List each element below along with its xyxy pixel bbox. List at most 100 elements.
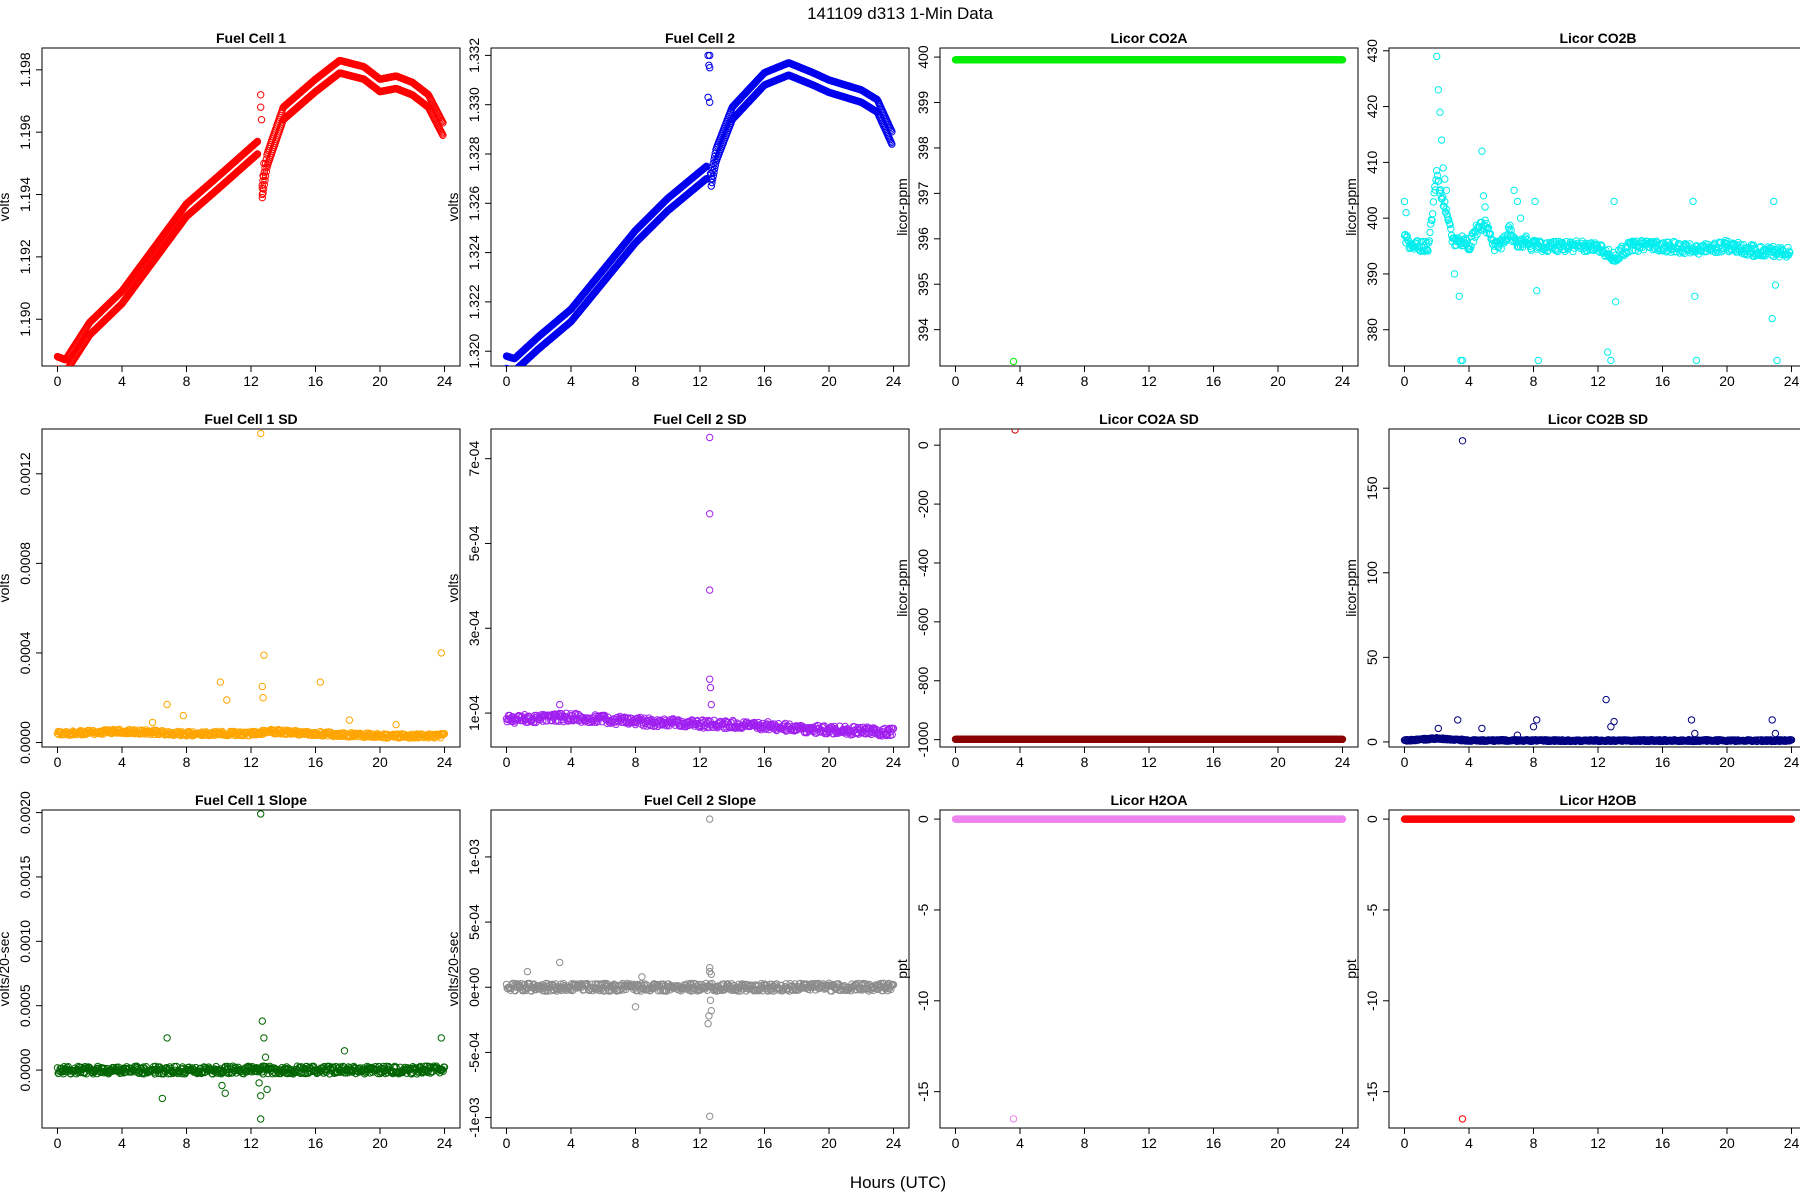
x-tick-label: 0 <box>952 373 960 389</box>
data-point <box>1433 52 1441 61</box>
x-tick-label: 24 <box>1784 373 1800 389</box>
data-point <box>1635 244 1644 252</box>
data-point <box>148 718 157 727</box>
data-point <box>1439 164 1447 172</box>
data-point <box>1531 197 1539 206</box>
x-tick-label: 24 <box>1335 373 1351 389</box>
data-point <box>1400 231 1409 240</box>
data-point <box>868 725 876 734</box>
x-tick-label: 12 <box>1141 754 1157 770</box>
y-tick-label: 1.192 <box>17 239 33 274</box>
x-tick-label: 4 <box>1016 754 1024 770</box>
data-point <box>439 131 447 140</box>
x-tick-label: 8 <box>1081 754 1089 770</box>
data-point <box>512 367 518 373</box>
data-point <box>1441 198 1449 206</box>
x-tick-label: 16 <box>757 373 773 389</box>
data-series <box>951 429 1347 743</box>
data-point <box>437 649 445 657</box>
data-point <box>555 717 563 725</box>
y-tick-label: 1e-04 <box>466 695 482 731</box>
data-point <box>711 161 719 170</box>
figure-x-axis-label: Hours (UTC) <box>850 1173 946 1192</box>
x-tick-label: 0 <box>952 754 960 770</box>
data-point <box>1607 356 1615 365</box>
data-point <box>179 711 188 720</box>
data-point <box>592 712 600 721</box>
data-point <box>706 683 715 692</box>
x-tick-label: 8 <box>183 373 191 389</box>
data-series <box>1400 52 1794 365</box>
data-point <box>439 730 447 739</box>
data-point <box>1773 356 1781 365</box>
data-point <box>1692 356 1701 365</box>
x-tick-label: 0 <box>1401 373 1409 389</box>
x-tick-label: 4 <box>118 754 126 770</box>
y-tick-label: 1.324 <box>466 235 482 270</box>
data-point <box>257 116 266 124</box>
y-tick-label: 0.0000 <box>17 721 33 764</box>
data-point <box>257 429 265 438</box>
y-tick-label: 400 <box>1364 206 1380 230</box>
x-tick-label: 8 <box>632 754 640 770</box>
data-point <box>641 718 649 726</box>
y-tick-label: 3e-04 <box>466 610 482 646</box>
data-point <box>1446 220 1454 229</box>
x-tick-label: 24 <box>886 373 902 389</box>
data-point <box>253 150 261 159</box>
y-tick-label: 400 <box>915 45 931 69</box>
data-point <box>258 193 266 202</box>
y-tick-label: 420 <box>1364 95 1380 119</box>
data-point <box>1441 208 1450 216</box>
y-axis-label: volts <box>445 574 461 603</box>
y-tick-label: 1.194 <box>17 177 33 212</box>
data-point <box>740 718 748 726</box>
data-point <box>1507 226 1515 234</box>
data-point <box>1478 147 1486 155</box>
data-point <box>1486 230 1494 239</box>
data-point <box>707 175 715 183</box>
y-tick-label: 399 <box>915 91 931 115</box>
y-tick-label: 1.330 <box>466 87 482 122</box>
x-tick-label: 16 <box>1206 754 1222 770</box>
data-point <box>316 678 324 686</box>
x-tick-label: 12 <box>1141 373 1157 389</box>
data-point <box>1429 198 1438 206</box>
data-point <box>345 716 354 724</box>
data-point <box>439 119 447 127</box>
y-tick-label: 1.196 <box>17 114 33 149</box>
data-point <box>706 98 714 106</box>
y-tick-label: 1.332 <box>466 38 482 73</box>
data-point <box>223 696 231 704</box>
data-point <box>729 716 737 725</box>
plot-frame <box>1388 47 1800 367</box>
data-point <box>571 710 579 719</box>
y-tick-label: 396 <box>915 227 931 251</box>
data-point <box>62 369 68 375</box>
y-tick-label: -800 <box>915 667 931 695</box>
x-tick-label: 4 <box>118 373 126 389</box>
data-point <box>392 720 400 729</box>
x-tick-label: 12 <box>243 373 259 389</box>
data-point <box>708 178 716 187</box>
data-point <box>507 367 513 373</box>
data-point <box>1458 356 1467 365</box>
data-point <box>259 694 267 702</box>
data-point <box>706 675 714 683</box>
x-tick-label: 20 <box>1270 373 1286 389</box>
x-tick-label: 20 <box>372 754 388 770</box>
y-tick-label: 395 <box>915 272 931 296</box>
x-tick-label: 20 <box>372 373 388 389</box>
data-point <box>1610 197 1618 206</box>
data-point <box>260 159 268 168</box>
x-tick-label: 24 <box>886 754 902 770</box>
data-point <box>1433 171 1442 180</box>
data-point <box>710 165 719 173</box>
x-tick-label: 20 <box>821 373 837 389</box>
data-point <box>1729 239 1737 247</box>
x-tick-label: 4 <box>567 754 575 770</box>
